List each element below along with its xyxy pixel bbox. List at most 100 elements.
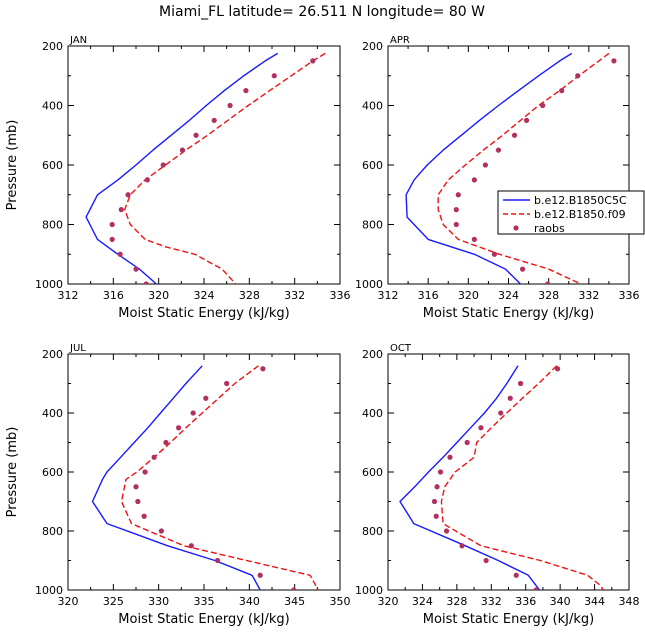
panels: 312 316 320 324 328 332 336 200 400 600 800 1000 JAN… xyxy=(5,35,640,627)
raobs-point xyxy=(227,102,233,109)
figure-title: Miami_FL latitude= 26.511 N longitude= 8… xyxy=(159,4,485,20)
series-line-b1850-f09 xyxy=(120,365,320,590)
x-tick-label: 344 xyxy=(584,595,605,608)
x-tick-label: 316 xyxy=(103,289,124,302)
y-tick-label: 600 xyxy=(42,466,63,479)
x-tick-label: 332 xyxy=(578,289,599,302)
x-tick-label: 320 xyxy=(58,595,79,608)
y-tick-label: 800 xyxy=(42,525,63,538)
raobs-point xyxy=(434,484,440,490)
raobs-point xyxy=(190,410,196,416)
x-tick-label: 320 xyxy=(148,289,169,302)
plot-frame xyxy=(387,45,630,285)
x-tick-label: 332 xyxy=(284,289,305,302)
x-tick-label: 332 xyxy=(481,595,502,608)
raobs-point xyxy=(211,117,217,123)
series-line-b1850-f09 xyxy=(440,365,604,590)
raobs-point xyxy=(125,192,131,198)
raobs-point xyxy=(188,543,194,549)
plot-area xyxy=(85,52,326,284)
raobs-point xyxy=(471,177,477,183)
plot-area xyxy=(91,365,320,590)
raobs-point xyxy=(158,528,164,534)
plot-area xyxy=(405,52,617,284)
raobs-point xyxy=(498,410,504,416)
y-tick-label: 800 xyxy=(362,525,383,538)
legend-entry-label: b.e12.B1850.f09 xyxy=(534,208,626,221)
x-tick-label: 328 xyxy=(239,289,260,302)
raobs-point xyxy=(135,498,141,505)
raobs-point xyxy=(513,572,519,578)
series-line-b1850-f09 xyxy=(437,52,610,284)
raobs-point xyxy=(453,221,459,228)
legend-box xyxy=(497,190,645,235)
plot-frame xyxy=(387,353,630,591)
raobs-point xyxy=(310,58,316,64)
x-tick-label: 348 xyxy=(619,595,640,608)
y-tick-label: 200 xyxy=(362,348,383,361)
y-tick-label: 400 xyxy=(362,100,383,113)
raobs-point xyxy=(133,266,139,272)
x-tick-label: 335 xyxy=(194,595,215,608)
x-axis-label: Moist Static Energy (kJ/kg) xyxy=(118,306,289,321)
y-tick-label: 800 xyxy=(42,219,63,232)
y-tick-label: 600 xyxy=(42,159,63,172)
panel-jul: 320 325 330 335 340 345 350 200 400 600 800 1000 JUL… xyxy=(5,343,351,627)
raobs-point xyxy=(478,425,484,431)
raobs-point xyxy=(160,162,166,168)
y-tick-label: 600 xyxy=(362,159,383,172)
raobs-point xyxy=(447,454,453,460)
raobs-point xyxy=(482,162,489,168)
raobs-point xyxy=(511,132,518,138)
x-axis-label: Moist Static Energy (kJ/kg) xyxy=(118,612,289,627)
panel-label: JAN xyxy=(69,35,87,46)
raobs-point xyxy=(471,236,477,242)
raobs-point xyxy=(243,88,249,94)
y-tick-label: 1000 xyxy=(35,584,63,597)
y-tick-label: 1000 xyxy=(355,584,383,597)
raobs-point xyxy=(483,557,489,564)
raobs-point xyxy=(433,513,439,519)
x-tick-label: 336 xyxy=(330,289,351,302)
legend-swatch-dot xyxy=(513,225,519,231)
y-tick-label: 400 xyxy=(362,407,383,420)
y-tick-label: 1000 xyxy=(35,278,63,291)
series-line-b1850c5c xyxy=(91,365,261,590)
x-tick-label: 320 xyxy=(458,289,479,302)
y-tick-label: 200 xyxy=(362,40,383,53)
y-tick-label: 200 xyxy=(42,40,63,53)
y-tick-label: 400 xyxy=(42,407,63,420)
raobs-point xyxy=(109,221,115,228)
x-tick-label: 312 xyxy=(378,289,399,302)
x-tick-label: 324 xyxy=(194,289,215,302)
raobs-point xyxy=(464,439,470,446)
panel-label: APR xyxy=(390,35,410,46)
x-tick-label: 340 xyxy=(239,595,260,608)
raobs-point xyxy=(491,251,498,257)
x-tick-label: 325 xyxy=(103,595,124,608)
raobs-point xyxy=(179,147,186,153)
x-tick-label: 340 xyxy=(550,595,571,608)
raobs-point xyxy=(517,380,524,387)
series-line-b1850c5c xyxy=(405,52,573,284)
raobs-point xyxy=(533,587,539,590)
panel-label: OCT xyxy=(390,343,412,354)
raobs-point xyxy=(291,587,297,590)
plot-area xyxy=(399,365,604,590)
panel-label: JUL xyxy=(69,343,86,354)
x-tick-label: 336 xyxy=(515,595,536,608)
raobs-point xyxy=(453,207,459,213)
raobs-point xyxy=(117,251,123,257)
raobs-point xyxy=(203,395,209,401)
raobs-point xyxy=(109,236,115,242)
raobs-point xyxy=(611,58,617,64)
raobs-point xyxy=(141,513,147,519)
raobs-point xyxy=(143,281,149,284)
raobs-point xyxy=(176,425,182,431)
raobs-point xyxy=(144,177,150,183)
raobs-point xyxy=(559,88,565,94)
raobs-point xyxy=(163,439,169,446)
raobs-point xyxy=(193,132,199,138)
raobs-point xyxy=(431,498,438,505)
